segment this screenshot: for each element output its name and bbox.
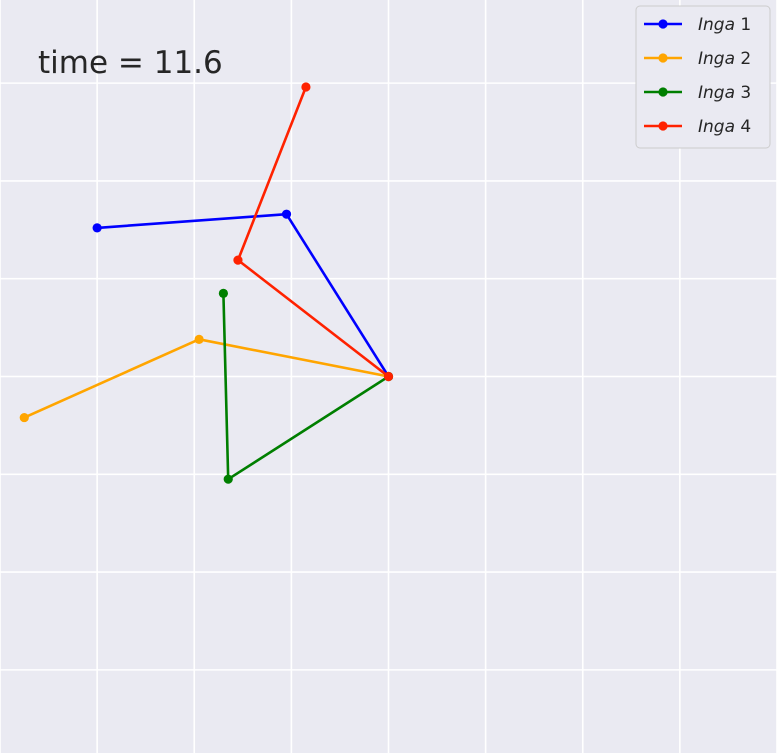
legend-swatch-marker — [658, 121, 668, 131]
legend-swatch-marker — [658, 87, 668, 97]
series-3-point — [223, 474, 233, 484]
time-label: time = 11.6 — [38, 45, 223, 81]
series-4-point — [383, 371, 394, 382]
series-layer — [19, 82, 394, 484]
series-4-line — [236, 86, 390, 378]
legend-box — [635, 5, 771, 149]
legend-label: Inga 2 — [698, 49, 751, 69]
series-3-point — [218, 288, 228, 298]
legend-label: Inga 4 — [698, 117, 751, 137]
series-3-line — [222, 293, 390, 481]
legend: Inga 1 Inga 2 Inga 3 Inga 4 — [635, 5, 771, 149]
series-1-point — [92, 223, 102, 233]
series-4-point — [301, 82, 311, 92]
series-1-line — [97, 212, 390, 378]
series-2-line — [23, 337, 389, 419]
series-2-point — [19, 412, 29, 423]
series-2-point — [194, 334, 204, 344]
series-1-point — [281, 209, 292, 219]
legend-swatch-marker — [658, 19, 668, 29]
series-4-point — [233, 255, 243, 265]
legend-label: Inga 1 — [698, 15, 751, 35]
legend-label: Inga 3 — [698, 83, 751, 103]
legend-swatch-marker — [658, 53, 668, 63]
